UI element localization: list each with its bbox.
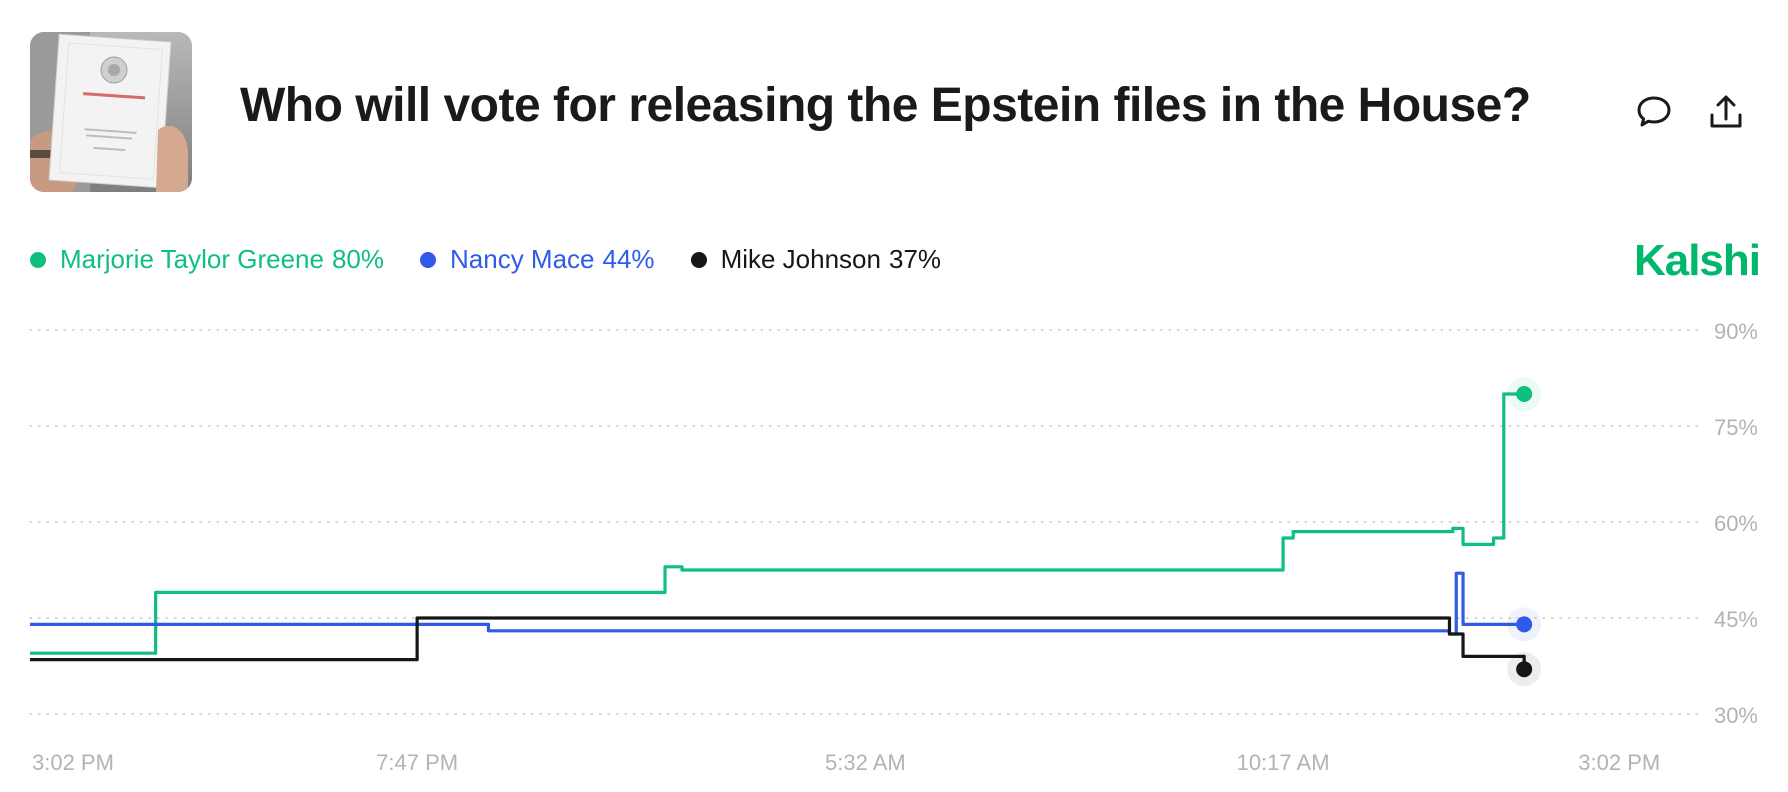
- legend-label-greene: Marjorie Taylor Greene: [60, 244, 324, 274]
- end-point-marker[interactable]: [1516, 661, 1533, 678]
- market-thumbnail[interactable]: [30, 32, 192, 192]
- legend-label-johnson: Mike Johnson: [720, 244, 881, 274]
- end-point-marker[interactable]: [1516, 616, 1533, 633]
- legend-label-mace: Nancy Mace: [450, 244, 595, 274]
- x-tick-label: 3:02 PM: [1578, 750, 1660, 775]
- y-tick-label: 90%: [1714, 319, 1758, 344]
- brand-logo[interactable]: Kalshi: [1633, 236, 1761, 285]
- x-tick-label: 10:17 AM: [1237, 750, 1330, 775]
- series-line-mike-johnson[interactable]: [30, 616, 1526, 670]
- y-tick-label: 30%: [1714, 703, 1758, 728]
- end-point-marker[interactable]: [1516, 386, 1533, 402]
- y-tick-label: 60%: [1714, 511, 1758, 536]
- legend-dot-johnson: [690, 251, 707, 268]
- series-line-nancy-mace[interactable]: [30, 571, 1525, 636]
- chart-legend: Marjorie Taylor Greene 80% Nancy Mace 44…: [30, 244, 941, 275]
- y-tick-label: 75%: [1714, 415, 1758, 440]
- share-button[interactable]: [1704, 90, 1748, 134]
- legend-dot-mace: [420, 251, 437, 268]
- legend-dot-greene: [30, 251, 46, 268]
- market-thumbnail-image: [30, 32, 192, 192]
- y-tick-label: 45%: [1714, 607, 1758, 632]
- legend-item-mace[interactable]: Nancy Mace 44%: [420, 244, 655, 275]
- comment-button[interactable]: [1632, 90, 1676, 134]
- legend-value-johnson: 37%: [888, 244, 942, 274]
- legend-item-johnson[interactable]: Mike Johnson 37%: [690, 244, 942, 275]
- legend-value-mace: 44%: [602, 244, 655, 274]
- series-line-marjorie-taylor-greene[interactable]: [30, 392, 1525, 655]
- x-tick-label: 3:02 PM: [32, 750, 114, 775]
- share-icon: [1710, 95, 1742, 128]
- legend-value-greene: 80%: [331, 244, 385, 274]
- x-tick-label: 7:47 PM: [376, 750, 458, 775]
- comment-icon: [1637, 96, 1671, 127]
- x-tick-label: 5:32 AM: [825, 750, 906, 775]
- market-title: Who will vote for releasing the Epstein …: [240, 79, 1531, 132]
- legend-item-greene[interactable]: Marjorie Taylor Greene 80%: [30, 244, 384, 275]
